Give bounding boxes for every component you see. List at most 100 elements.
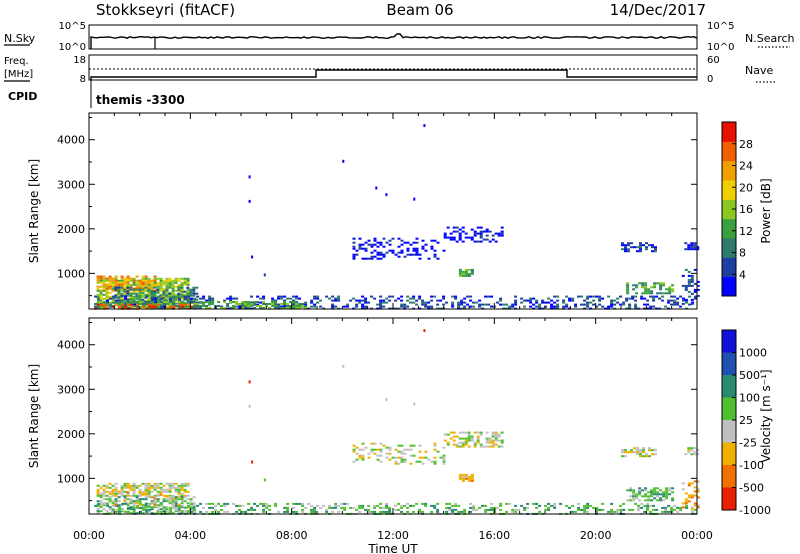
velocity-cell bbox=[358, 456, 362, 459]
power-cell bbox=[148, 301, 152, 303]
velocity-cell bbox=[607, 510, 611, 513]
velocity-cell bbox=[490, 508, 494, 511]
time-tick-label: 04:00 bbox=[174, 529, 206, 542]
velocity-cell bbox=[156, 510, 160, 513]
velocity-cell bbox=[111, 488, 115, 491]
velocity-cell bbox=[343, 506, 347, 509]
velocity-cell bbox=[385, 506, 389, 509]
power-cell bbox=[460, 299, 464, 302]
velocity-cell bbox=[192, 504, 196, 507]
velocity-cell bbox=[400, 452, 404, 455]
power-cell bbox=[129, 292, 133, 295]
power-cell bbox=[639, 248, 642, 251]
power-cell bbox=[111, 287, 115, 290]
velocity-cell bbox=[99, 496, 103, 499]
power-cell bbox=[132, 300, 136, 303]
velocity-cell bbox=[430, 460, 434, 463]
power-cell bbox=[696, 288, 700, 291]
velocity-cell bbox=[687, 494, 691, 497]
power-cell bbox=[400, 299, 404, 302]
power-cell bbox=[102, 289, 106, 292]
velocity-cell bbox=[397, 456, 401, 459]
power-cell bbox=[180, 287, 184, 290]
power-cell bbox=[193, 303, 197, 305]
velocity-cell bbox=[619, 504, 623, 507]
power-cell bbox=[141, 293, 145, 296]
velocity-cell bbox=[108, 490, 112, 493]
power-cell bbox=[178, 301, 182, 303]
velocity-cell bbox=[177, 490, 181, 493]
velocity-cell bbox=[192, 496, 196, 499]
velocity-cell bbox=[129, 499, 133, 502]
velocity-cell bbox=[494, 435, 498, 438]
power-cell bbox=[475, 301, 479, 304]
power-cell bbox=[147, 279, 151, 282]
velocity-cell bbox=[409, 462, 413, 465]
power-cell bbox=[361, 295, 365, 298]
velocity-cell bbox=[461, 431, 465, 434]
velocity-cell bbox=[667, 510, 671, 513]
velocity-cell bbox=[394, 508, 398, 511]
velocity-cell bbox=[571, 504, 575, 507]
power-cell bbox=[232, 305, 236, 307]
velocity-cell bbox=[364, 508, 368, 511]
velocity-cell bbox=[223, 502, 227, 505]
velocity-cell bbox=[147, 503, 151, 506]
power-cell bbox=[400, 251, 404, 254]
power-cell bbox=[415, 303, 419, 306]
velocity-cell bbox=[406, 510, 410, 513]
power-cell bbox=[141, 287, 145, 290]
power-cell bbox=[452, 226, 456, 229]
velocity-cell bbox=[490, 502, 494, 505]
velocity-cell bbox=[464, 441, 468, 444]
power-echo-point bbox=[342, 159, 345, 163]
velocity-cell bbox=[331, 506, 335, 509]
power-cell bbox=[455, 226, 459, 229]
power-cell bbox=[316, 301, 320, 304]
power-cell bbox=[94, 305, 98, 308]
velocity-cell bbox=[138, 498, 142, 501]
velocity-cell bbox=[647, 491, 651, 494]
velocity-cell bbox=[171, 503, 175, 506]
velocity-cell bbox=[120, 490, 124, 493]
velocity-cell bbox=[616, 510, 620, 513]
power-cell bbox=[458, 236, 462, 239]
velocity-cell bbox=[310, 510, 314, 513]
power-cell bbox=[352, 255, 356, 258]
power-cell bbox=[124, 295, 128, 298]
velocity-cell bbox=[135, 501, 139, 504]
power-cell bbox=[163, 303, 167, 305]
velocity-cell bbox=[451, 510, 455, 513]
power-cell bbox=[568, 299, 572, 302]
power-cell bbox=[177, 283, 181, 286]
power-cell bbox=[455, 230, 459, 233]
velocity-cell bbox=[171, 500, 175, 503]
velocity-cell bbox=[102, 484, 106, 487]
power-cell bbox=[183, 298, 187, 301]
power-cell bbox=[636, 246, 639, 249]
velocity-cell bbox=[397, 508, 401, 511]
power-cell bbox=[111, 285, 115, 288]
velocity-cell bbox=[115, 504, 119, 507]
power-cell bbox=[529, 299, 533, 302]
velocity-cell bbox=[295, 510, 299, 513]
power-cell bbox=[163, 299, 167, 302]
velocity-cell bbox=[467, 445, 471, 448]
velocity-cell bbox=[461, 437, 465, 440]
power-cell bbox=[355, 249, 359, 252]
power-cell bbox=[464, 268, 468, 271]
velocity-cell bbox=[457, 504, 461, 507]
power-cell bbox=[108, 283, 112, 286]
velocity-cell bbox=[180, 496, 184, 499]
velocity-colorbar-tick-label: -1000 bbox=[739, 504, 771, 517]
velocity-cell bbox=[183, 488, 187, 491]
cpid-value: themis -3300 bbox=[96, 93, 185, 107]
velocity-cell bbox=[547, 502, 551, 505]
power-cell bbox=[250, 301, 254, 304]
power-colorbar-tick-label: 20 bbox=[739, 181, 753, 194]
power-cell bbox=[565, 295, 569, 298]
power-cell bbox=[174, 281, 178, 284]
power-cell bbox=[121, 303, 125, 306]
power-cell bbox=[280, 305, 284, 308]
power-cell bbox=[162, 293, 166, 296]
